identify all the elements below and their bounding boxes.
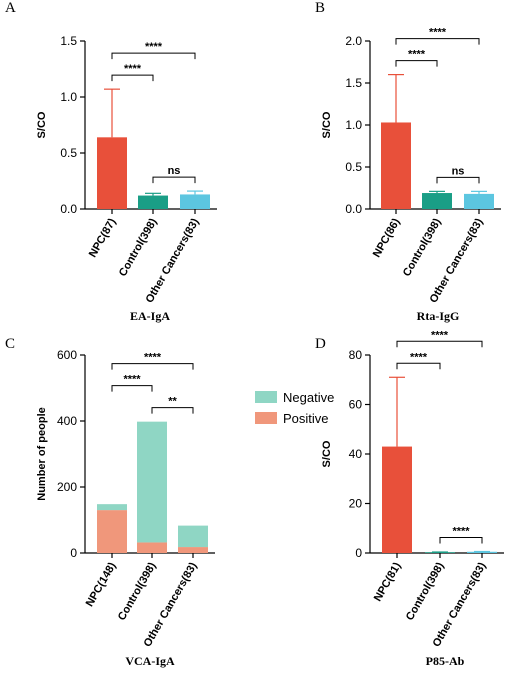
significance-label: ** (168, 396, 177, 408)
y-tick-label: 1.5 (345, 76, 362, 90)
legend-label: Positive (283, 411, 329, 426)
y-tick-label: 0.0 (345, 202, 362, 216)
significance-label: **** (408, 49, 426, 61)
y-tick-label: 1.0 (345, 118, 362, 132)
x-tick-label: NPC(148) (84, 560, 119, 609)
y-axis-label: S/CO (321, 111, 333, 138)
x-tick-label: Control(398) (401, 216, 444, 278)
significance-label: **** (144, 352, 162, 364)
significance-label: **** (123, 374, 141, 386)
y-tick-label: 0 (355, 546, 362, 560)
bar-segment (178, 547, 208, 553)
y-tick-label: 1.0 (60, 90, 77, 104)
bar (467, 551, 497, 553)
y-tick-label: 0.5 (345, 160, 362, 174)
significance-bracket (396, 340, 483, 348)
bar (381, 122, 411, 209)
bar-segment (97, 504, 127, 511)
x-tick-label: NPC(87) (87, 216, 119, 259)
significance-bracket (152, 176, 196, 184)
significance-label: **** (429, 27, 447, 39)
y-tick-label: 200 (57, 480, 77, 494)
panel-letter: C (5, 336, 15, 352)
legend-swatch (255, 412, 277, 424)
y-tick-label: 400 (57, 414, 77, 428)
panel-letter: B (315, 0, 325, 16)
significance-label: **** (145, 41, 163, 53)
significance-bracket (395, 38, 480, 45)
y-tick-label: 600 (57, 348, 77, 362)
significance-bracket (111, 363, 194, 370)
y-tick-label: 60 (349, 398, 363, 412)
y-tick-label: 40 (349, 447, 363, 461)
y-axis-label: S/CO (36, 111, 48, 138)
chart-title: EA-IgA (130, 309, 170, 323)
significance-bracket (111, 74, 154, 82)
significance-bracket (111, 52, 196, 60)
chart-title: VCA-IgA (125, 654, 175, 668)
bar (382, 446, 412, 553)
significance-bracket (395, 60, 438, 67)
panel-letter: D (315, 336, 326, 352)
bar-segment (137, 542, 167, 553)
bar (97, 137, 127, 209)
x-tick-label: Control(398) (404, 560, 447, 622)
significance-label: **** (452, 526, 470, 538)
y-tick-label: 20 (349, 497, 363, 511)
y-tick-label: 2.0 (345, 34, 362, 48)
y-tick-label: 80 (349, 348, 363, 362)
y-axis-label: S/CO (321, 440, 333, 467)
x-tick-label: NPC(81) (372, 560, 404, 603)
legend-label: Negative (283, 390, 334, 405)
chart-title: P85-Ab (426, 654, 465, 668)
legend-swatch (255, 391, 277, 403)
bar-segment (178, 525, 208, 548)
bar (425, 552, 455, 553)
bar-segment (137, 421, 167, 543)
significance-bracket (151, 407, 194, 414)
significance-label: ns (168, 165, 181, 177)
significance-bracket (111, 385, 153, 392)
bar (464, 193, 494, 209)
x-tick-label: Control(398) (116, 560, 159, 622)
y-axis-label: Number of people (36, 407, 48, 501)
x-tick-label: Control(398) (117, 216, 160, 278)
significance-bracket (436, 176, 480, 184)
bar-segment (97, 510, 127, 553)
significance-bracket (439, 537, 483, 544)
y-tick-label: 1.5 (60, 34, 77, 48)
bar (180, 194, 210, 209)
chart-title: Rta-IgG (417, 309, 460, 323)
significance-label: **** (410, 351, 428, 363)
significance-label: ns (452, 165, 465, 177)
significance-bracket (396, 362, 441, 370)
y-tick-label: 0.0 (60, 202, 77, 216)
y-tick-label: 0.5 (60, 146, 77, 160)
significance-label: **** (431, 329, 449, 341)
y-tick-label: 0 (70, 546, 77, 560)
bar (138, 195, 168, 209)
significance-label: **** (124, 63, 142, 75)
x-tick-label: NPC(86) (371, 216, 403, 259)
panel-letter: A (5, 0, 16, 16)
bar (422, 193, 452, 209)
